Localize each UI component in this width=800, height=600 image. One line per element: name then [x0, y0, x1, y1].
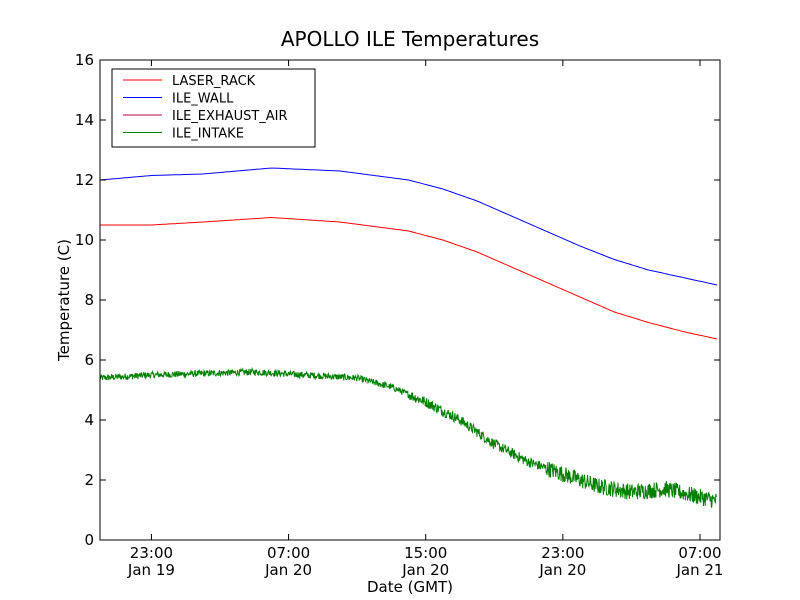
legend-label: ILE_WALL — [172, 92, 234, 107]
x-axis-label: Date (GMT) — [367, 578, 453, 596]
x-tick-label-date: Jan 20 — [401, 561, 449, 579]
y-tick-label: 4 — [84, 411, 94, 429]
chart-title: APOLLO ILE Temperatures — [281, 27, 539, 51]
y-tick-label: 0 — [84, 531, 94, 549]
x-tick-label-time: 07:00 — [267, 544, 310, 562]
y-tick-label: 2 — [84, 471, 94, 489]
legend-label: LASER_RACK — [172, 74, 256, 89]
y-tick-label: 8 — [84, 291, 94, 309]
y-axis-ticks: 0 2 4 6 8 10 12 14 16 — [75, 51, 720, 549]
x-tick-label-time: 23:00 — [541, 544, 584, 562]
series-layer — [99, 167, 718, 508]
y-tick-label: 6 — [84, 351, 94, 369]
y-tick-label: 14 — [75, 111, 94, 129]
x-tick-label-date: Jan 20 — [264, 561, 312, 579]
legend-label: ILE_INTAKE — [172, 127, 244, 142]
series-line-ile-intake — [99, 366, 718, 508]
x-tick-label-time: 23:00 — [130, 544, 173, 562]
series-line-ile-wall — [99, 167, 718, 286]
y-tick-label: 12 — [75, 171, 94, 189]
legend-label: ILE_EXHAUST_AIR — [172, 109, 288, 124]
legend: LASER_RACK ILE_WALL ILE_EXHAUST_AIR ILE_INT… — [111, 68, 316, 148]
y-tick-label: 16 — [75, 51, 94, 69]
y-axis-label: Temperature (C) — [55, 239, 73, 362]
x-tick-label-date: Jan 20 — [538, 561, 586, 579]
series-line-laser-rack — [100, 216, 718, 340]
x-tick-label-date: Jan 19 — [127, 561, 175, 579]
x-tick-label-date: Jan 21 — [676, 561, 724, 579]
y-tick-label: 10 — [75, 231, 94, 249]
legend-box — [111, 68, 316, 148]
x-tick-label-time: 07:00 — [678, 544, 721, 562]
x-tick-label-time: 15:00 — [404, 544, 447, 562]
